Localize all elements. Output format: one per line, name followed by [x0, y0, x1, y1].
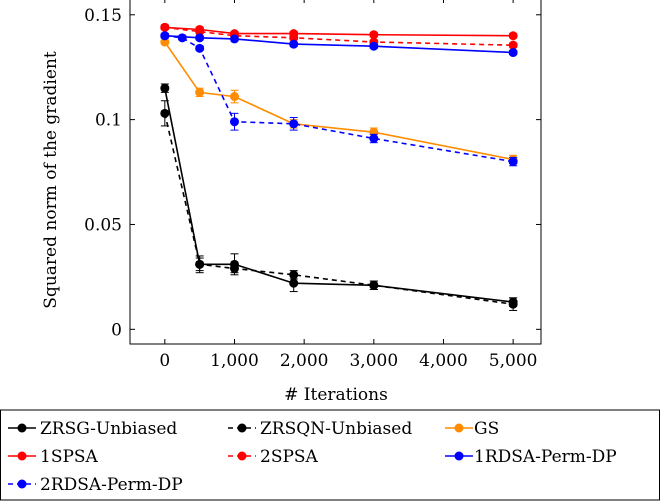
legend-marker-2spsa: [237, 451, 247, 461]
legend-label-1spsa: 1SPSA: [40, 447, 99, 467]
series-line-1rdsa-perm-dp: [164, 34, 514, 54]
data-point-gs: [229, 92, 239, 102]
data-point-2spsa: [195, 27, 205, 37]
legend-marker-zrsg-unbiased: [17, 423, 27, 433]
legend-marker-1spsa: [17, 451, 27, 461]
legend-label-2spsa: 2SPSA: [260, 447, 319, 467]
data-point-1rdsa-perm-dp: [195, 33, 205, 43]
legend-label-2rdsa-perm-dp: 2RDSA-Perm-DP: [40, 475, 183, 495]
series-line-2rdsa-perm-dp: [164, 34, 514, 163]
series-line-zrsg-unbiased: [164, 88, 514, 303]
data-point-2spsa: [289, 33, 299, 43]
series-line-zrsqn-unbiased: [164, 113, 514, 305]
data-point-zrsg-unbiased: [289, 278, 299, 288]
data-point-2rdsa-perm-dp: [177, 33, 187, 43]
legend-box: [0, 409, 660, 501]
x-tick-label: 3,000: [349, 351, 398, 371]
data-point-1rdsa-perm-dp: [289, 39, 299, 49]
data-point-1spsa: [508, 31, 518, 41]
data-point-2rdsa-perm-dp: [369, 133, 379, 143]
data-point-1rdsa-perm-dp: [508, 48, 518, 58]
legend: ZRSG-Unbiased ZRSQN-Unbiased GS 1SPSA 2SPSA 1…: [0, 409, 660, 501]
data-point-2spsa: [160, 22, 170, 32]
legend-marker-1rdsa-perm-dp: [454, 451, 464, 461]
legend-label-gs: GS: [474, 419, 499, 439]
x-tick-label: 4,000: [419, 351, 468, 371]
data-point-zrsg-unbiased: [160, 83, 170, 93]
data-point-2rdsa-perm-dp: [160, 31, 170, 41]
y-axis-title: Squared norm of the gradient: [41, 51, 61, 309]
data-point-2spsa: [508, 40, 518, 50]
x-tick-label: 1,000: [210, 351, 259, 371]
data-point-1rdsa-perm-dp: [369, 41, 379, 51]
legend-marker-2rdsa-perm-dp: [17, 479, 27, 489]
legend-label-zrsg-unbiased: ZRSG-Unbiased: [40, 419, 177, 439]
data-point-1spsa: [369, 30, 379, 40]
axes: 0 1,000 2,000 3,000 4,000 5,000 0 0.05 0.1 0.15: [84, 0, 542, 371]
legend-marker-gs: [454, 423, 464, 433]
axis-frame: [129, 0, 542, 345]
data-point-2rdsa-perm-dp: [508, 157, 518, 167]
data-point-zrsqn-unbiased: [289, 270, 299, 280]
legend-label-zrsqn-unbiased: ZRSQN-Unbiased: [260, 419, 412, 439]
x-tick-label: 5,000: [489, 351, 538, 371]
x-tick-label: 2,000: [280, 351, 329, 371]
data-point-1rdsa-perm-dp: [229, 34, 239, 44]
y-tick-label: 0.1: [95, 111, 122, 131]
data-point-zrsqn-unbiased: [229, 264, 239, 274]
data-point-2rdsa-perm-dp: [289, 119, 299, 129]
series-line-gs: [164, 41, 514, 161]
y-tick-label: 0: [111, 320, 122, 340]
legend-marker-zrsqn-unbiased: [237, 423, 247, 433]
legend-label-1rdsa-perm-dp: 1RDSA-Perm-DP: [474, 447, 617, 467]
data-point-zrsqn-unbiased: [195, 259, 205, 269]
series-line-1spsa: [164, 26, 514, 37]
data-point-zrsqn-unbiased: [160, 108, 170, 118]
series-line-2spsa: [164, 26, 514, 46]
data-point-2rdsa-perm-dp: [229, 117, 239, 127]
data-point-2rdsa-perm-dp: [195, 43, 205, 53]
plot-area: [160, 22, 518, 311]
y-tick-label: 0.05: [84, 215, 122, 235]
x-axis-title: # Iterations: [284, 385, 388, 405]
data-point-gs: [195, 87, 205, 97]
y-tick-label: 0.15: [84, 6, 122, 26]
x-tick-label: 0: [159, 351, 170, 371]
data-point-zrsqn-unbiased: [369, 280, 379, 290]
data-point-gs: [160, 37, 170, 47]
data-point-zrsqn-unbiased: [508, 299, 518, 309]
